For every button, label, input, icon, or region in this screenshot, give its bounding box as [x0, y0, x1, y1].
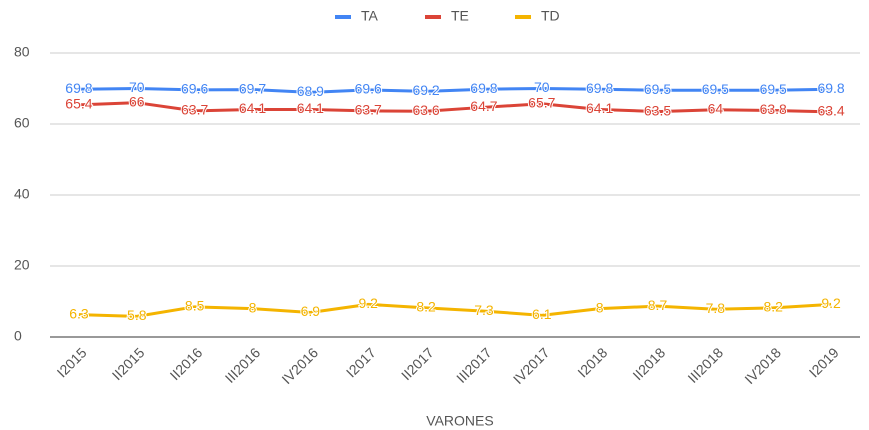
data-label: 68.9 — [297, 83, 324, 99]
data-label: 69.6 — [355, 81, 382, 97]
data-label: 8.7 — [648, 297, 668, 313]
line — [78, 302, 832, 318]
data-label: 69.5 — [702, 81, 729, 97]
x-tick-label: I2017 — [343, 344, 379, 380]
data-label: 64 — [708, 101, 724, 117]
y-tick-label: 20 — [14, 257, 30, 273]
x-tick-label: IV2017 — [510, 344, 553, 387]
data-label: 63.8 — [760, 101, 787, 117]
data-label: 69.2 — [412, 82, 439, 98]
y-tick-label: 0 — [14, 328, 22, 344]
x-tick-label: IV2018 — [741, 344, 784, 387]
data-label: 8 — [596, 299, 604, 315]
data-label: 8.2 — [416, 299, 436, 315]
data-label: 69.5 — [760, 81, 787, 97]
x-tick-label: II2015 — [109, 344, 148, 383]
data-label: 69.7 — [239, 80, 266, 96]
data-label: 63.5 — [644, 102, 671, 118]
data-label: 7.3 — [474, 302, 494, 318]
data-label: 69.8 — [65, 80, 92, 96]
data-label: 7.8 — [706, 300, 726, 316]
line — [78, 101, 832, 114]
y-tick-label: 80 — [14, 44, 30, 60]
data-label: 69.8 — [470, 80, 497, 96]
x-tick-label: IV2016 — [278, 344, 321, 387]
data-label: 9.2 — [821, 295, 841, 311]
y-tick-label: 60 — [14, 115, 30, 131]
data-label: 64.1 — [239, 100, 266, 116]
data-label: 8.5 — [185, 298, 205, 314]
data-label: 8.2 — [763, 299, 783, 315]
data-label: 6.1 — [532, 306, 552, 322]
x-tick-label: II2018 — [629, 344, 668, 383]
x-axis-title: VARONES — [426, 413, 493, 429]
data-label: 9.2 — [358, 295, 378, 311]
data-label: 64.1 — [297, 100, 324, 116]
x-tick-label: III2018 — [684, 344, 726, 386]
data-label: 8 — [249, 299, 257, 315]
x-tick-label: I2015 — [54, 344, 90, 380]
x-tick-label: II2016 — [167, 344, 206, 383]
data-label: 69.8 — [586, 80, 613, 96]
legend-label: TD — [541, 8, 560, 24]
data-label: 64.1 — [586, 100, 613, 116]
data-label: 63.7 — [355, 102, 382, 118]
x-tick-label: I2018 — [574, 344, 610, 380]
data-label: 5.8 — [127, 307, 147, 323]
data-label: 70 — [129, 79, 145, 95]
x-tick-label: III2016 — [222, 344, 264, 386]
data-label: 64.7 — [470, 98, 497, 114]
legend-label: TE — [451, 8, 469, 24]
data-label: 65.7 — [528, 94, 555, 110]
data-label: 6.9 — [301, 303, 321, 319]
line — [78, 87, 832, 94]
legend-label: TA — [361, 8, 379, 24]
data-label: 63.6 — [412, 102, 439, 118]
x-tick-label: II2017 — [398, 344, 437, 383]
x-tick-label: III2017 — [453, 344, 495, 386]
data-label: 69.5 — [644, 81, 671, 97]
data-label: 6.3 — [69, 305, 89, 321]
data-label: 70 — [534, 79, 550, 95]
data-label: 66 — [129, 93, 145, 109]
y-tick-label: 40 — [14, 186, 30, 202]
data-label: 63.4 — [817, 103, 844, 119]
data-label: 69.8 — [817, 80, 844, 96]
x-tick-label: I2019 — [806, 344, 842, 380]
data-label: 65.4 — [65, 96, 92, 112]
data-label: 63.7 — [181, 102, 208, 118]
data-label: 69.6 — [181, 81, 208, 97]
